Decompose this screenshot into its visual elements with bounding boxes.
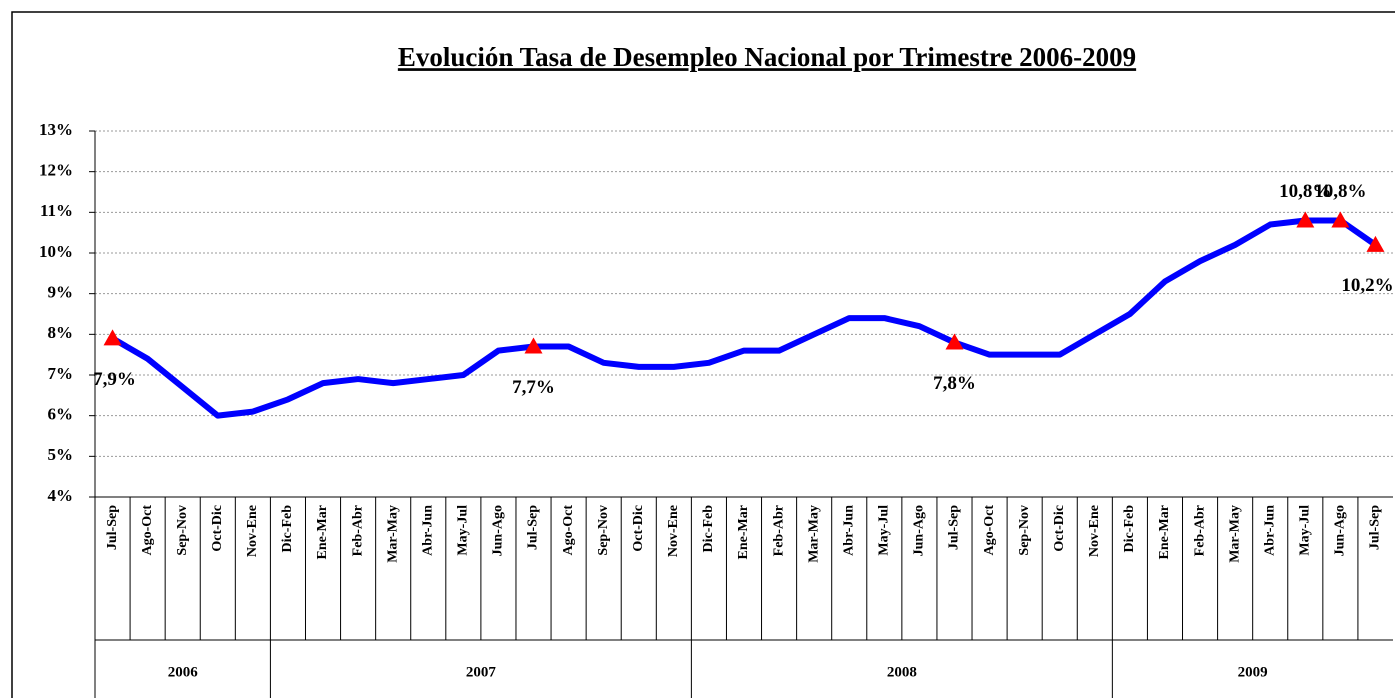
x-tick-label: Sep-Nov xyxy=(596,505,611,556)
data-label: 7,7% xyxy=(512,377,555,398)
frame xyxy=(11,11,1395,698)
x-tick-label: May-Jul xyxy=(877,505,892,556)
x-tick-label: May-Jul xyxy=(1298,505,1313,556)
x-tick-label: Dic-Feb xyxy=(280,505,295,553)
data-label: 10,2% xyxy=(1341,275,1393,296)
x-group-label: 2007 xyxy=(466,664,497,680)
data-label: 10,8% xyxy=(1314,181,1366,202)
x-tick-label: Dic-Feb xyxy=(701,505,716,553)
data-label: 10,8% xyxy=(1279,181,1331,202)
y-tick-label: 5% xyxy=(48,445,74,464)
x-tick-label: Jul-Sep xyxy=(105,505,120,550)
x-tick-label: Ago-Oct xyxy=(561,505,576,556)
x-tick-label: Jul-Sep xyxy=(947,505,962,550)
x-tick-label: Ene-Mar xyxy=(1157,505,1172,559)
x-tick-label: Ene-Mar xyxy=(315,505,330,559)
x-tick-label: Oct-Dic xyxy=(1052,505,1067,552)
y-tick-label: 7% xyxy=(48,364,74,383)
x-tick-label: Mar-May xyxy=(385,505,400,563)
x-tick-label: Oct-Dic xyxy=(631,505,646,552)
x-tick-label: Jun-Ago xyxy=(491,505,506,556)
x-tick-label: Ago-Oct xyxy=(140,505,155,556)
y-tick-label: 4% xyxy=(48,486,74,505)
x-tick-label: Feb-Abr xyxy=(1192,505,1207,556)
x-tick-label: Ago-Oct xyxy=(982,505,997,556)
x-tick-label: Jul-Sep xyxy=(526,505,541,550)
x-tick-label: Ene-Mar xyxy=(736,505,751,559)
data-label: 7,9% xyxy=(93,369,136,390)
x-tick-label: Abr-Jun xyxy=(841,505,856,556)
x-tick-label: Feb-Abr xyxy=(350,505,365,556)
x-tick-label: May-Jul xyxy=(456,505,471,556)
chart-title: Evolución Tasa de Desempleo Nacional por… xyxy=(398,42,1136,72)
x-group-label: 2009 xyxy=(1238,664,1268,680)
x-tick-label: Oct-Dic xyxy=(210,505,225,552)
marker xyxy=(1366,235,1385,252)
x-tick-label: Abr-Jun xyxy=(420,505,435,556)
marker xyxy=(945,333,964,350)
x-tick-label: Jul-Sep xyxy=(1368,505,1383,550)
marker xyxy=(103,329,122,346)
x-tick-label: Jun-Ago xyxy=(912,505,927,556)
y-tick-label: 11% xyxy=(40,201,73,220)
y-tick-label: 12% xyxy=(39,161,73,180)
x-group-label: 2008 xyxy=(887,664,917,680)
x-tick-label: Dic-Feb xyxy=(1122,505,1137,553)
marker xyxy=(524,337,543,354)
y-tick-label: 13% xyxy=(39,120,73,139)
y-tick-label: 9% xyxy=(48,283,74,302)
x-tick-label: Jun-Ago xyxy=(1333,505,1348,556)
x-tick-label: Sep-Nov xyxy=(1017,505,1032,556)
x-tick-label: Abr-Jun xyxy=(1262,505,1277,556)
data-label: 7,8% xyxy=(933,373,976,394)
x-tick-label: Feb-Abr xyxy=(771,505,786,556)
x-tick-label: Mar-May xyxy=(1227,505,1242,563)
x-tick-label: Nov-Ene xyxy=(245,505,260,557)
y-tick-label: 10% xyxy=(39,242,73,261)
y-tick-label: 8% xyxy=(48,323,74,342)
x-group-label: 2006 xyxy=(168,664,199,680)
marker xyxy=(1296,211,1315,228)
line xyxy=(111,217,1378,419)
marker xyxy=(1331,211,1350,228)
x-tick-label: Nov-Ene xyxy=(666,505,681,557)
x-tick-label: Sep-Nov xyxy=(175,505,190,556)
x-tick-label: Mar-May xyxy=(806,505,821,563)
y-tick-label: 6% xyxy=(48,405,74,424)
x-tick-label: Nov-Ene xyxy=(1087,505,1102,557)
